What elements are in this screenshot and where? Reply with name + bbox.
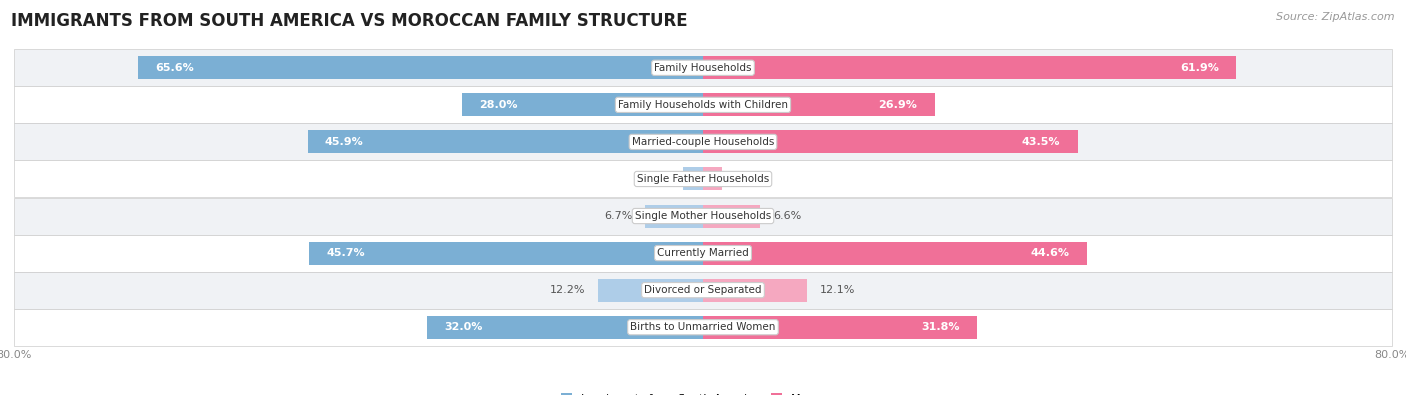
Bar	[14, 49, 1392, 87]
Text: Births to Unmarried Women: Births to Unmarried Women	[630, 322, 776, 332]
Text: Single Father Households: Single Father Households	[637, 174, 769, 184]
Bar	[14, 198, 1392, 235]
Text: Divorced or Separated: Divorced or Separated	[644, 285, 762, 295]
Legend: Immigrants from South America, Moroccan: Immigrants from South America, Moroccan	[557, 389, 849, 395]
Bar	[14, 123, 1392, 160]
Text: Married-couple Households: Married-couple Households	[631, 137, 775, 147]
Text: 61.9%: 61.9%	[1180, 63, 1219, 73]
Bar	[138, 56, 703, 79]
Bar	[308, 130, 703, 153]
Bar	[309, 242, 703, 265]
Text: 31.8%: 31.8%	[921, 322, 960, 332]
Bar	[427, 316, 703, 339]
Bar	[703, 167, 721, 190]
Bar	[645, 205, 703, 228]
Text: 43.5%: 43.5%	[1022, 137, 1060, 147]
Text: Family Households: Family Households	[654, 63, 752, 73]
Text: 28.0%: 28.0%	[479, 100, 517, 110]
Bar	[703, 242, 1087, 265]
Text: 26.9%: 26.9%	[879, 100, 918, 110]
Text: IMMIGRANTS FROM SOUTH AMERICA VS MOROCCAN FAMILY STRUCTURE: IMMIGRANTS FROM SOUTH AMERICA VS MOROCCA…	[11, 12, 688, 30]
Text: Family Households with Children: Family Households with Children	[619, 100, 787, 110]
Text: 6.7%: 6.7%	[605, 211, 633, 221]
Text: 6.6%: 6.6%	[773, 211, 801, 221]
Bar	[703, 56, 1236, 79]
Text: 12.1%: 12.1%	[820, 285, 855, 295]
Text: Source: ZipAtlas.com: Source: ZipAtlas.com	[1277, 12, 1395, 22]
Bar	[14, 235, 1392, 272]
Bar	[14, 308, 1392, 346]
Bar	[598, 278, 703, 302]
Text: 2.3%: 2.3%	[643, 174, 671, 184]
Bar	[683, 167, 703, 190]
Bar	[703, 93, 935, 117]
Bar	[14, 87, 1392, 123]
Bar	[703, 205, 759, 228]
Bar	[14, 160, 1392, 198]
Text: 45.9%: 45.9%	[325, 137, 364, 147]
Bar	[703, 130, 1077, 153]
Bar	[703, 316, 977, 339]
Text: 32.0%: 32.0%	[444, 322, 484, 332]
Bar	[703, 278, 807, 302]
Bar	[14, 272, 1392, 308]
Bar	[461, 93, 703, 117]
Text: 2.2%: 2.2%	[735, 174, 763, 184]
Text: 44.6%: 44.6%	[1031, 248, 1070, 258]
Text: 12.2%: 12.2%	[550, 285, 585, 295]
Text: 45.7%: 45.7%	[326, 248, 366, 258]
Text: Single Mother Households: Single Mother Households	[636, 211, 770, 221]
Text: Currently Married: Currently Married	[657, 248, 749, 258]
Text: 65.6%: 65.6%	[155, 63, 194, 73]
